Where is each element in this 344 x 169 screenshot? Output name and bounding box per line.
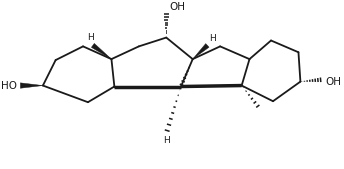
Polygon shape: [92, 43, 111, 59]
Polygon shape: [193, 44, 209, 59]
Text: OH: OH: [169, 2, 185, 12]
Text: OH: OH: [325, 77, 341, 87]
Text: H: H: [209, 34, 216, 43]
Text: HO: HO: [1, 81, 18, 91]
Polygon shape: [20, 83, 43, 88]
Text: H: H: [87, 33, 94, 42]
Text: H: H: [163, 136, 170, 146]
